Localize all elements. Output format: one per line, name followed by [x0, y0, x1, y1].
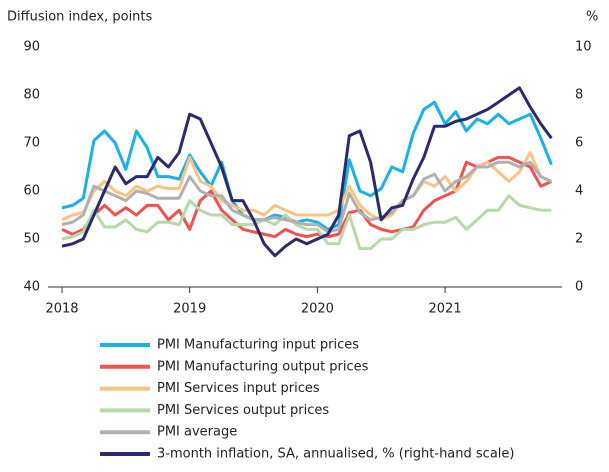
- legend-label: PMI Services input prices: [157, 381, 320, 396]
- y-axis-title: Diffusion index, points: [7, 10, 153, 25]
- y2-tick-label: 6: [575, 136, 583, 151]
- legend-label: PMI Manufacturing output prices: [157, 359, 369, 374]
- series-line: [61, 86, 553, 258]
- y-tick-label: 80: [23, 88, 40, 103]
- series-line: [61, 100, 553, 231]
- legend-label: PMI Services output prices: [157, 403, 329, 418]
- y-tick-label: 50: [23, 232, 40, 247]
- x-tick-label: 2020: [301, 302, 334, 317]
- y2-tick-label: 4: [575, 184, 583, 199]
- y-tick-label: 40: [23, 280, 40, 295]
- x-tick-label: 2018: [45, 302, 78, 317]
- legend-label: PMI Manufacturing input prices: [157, 338, 359, 353]
- y2-tick-label: 10: [575, 40, 592, 55]
- y2-tick-label: 8: [575, 88, 583, 103]
- y2-axis-title: %: [586, 10, 598, 25]
- y-tick-label: 60: [23, 184, 40, 199]
- y-tick-label: 90: [23, 40, 40, 55]
- x-tick-label: 2021: [429, 302, 462, 317]
- series-line: [61, 160, 553, 234]
- series-line: [61, 155, 553, 239]
- series-line: [61, 151, 553, 222]
- series-line: [61, 194, 552, 251]
- y2-tick-label: 2: [575, 232, 583, 247]
- x-tick-label: 2019: [173, 302, 206, 317]
- legend-label: 3-month inflation, SA, annualised, % (ri…: [157, 447, 514, 462]
- y-tick-label: 70: [23, 136, 40, 151]
- legend-label: PMI average: [157, 425, 237, 440]
- y2-tick-label: 0: [575, 280, 583, 295]
